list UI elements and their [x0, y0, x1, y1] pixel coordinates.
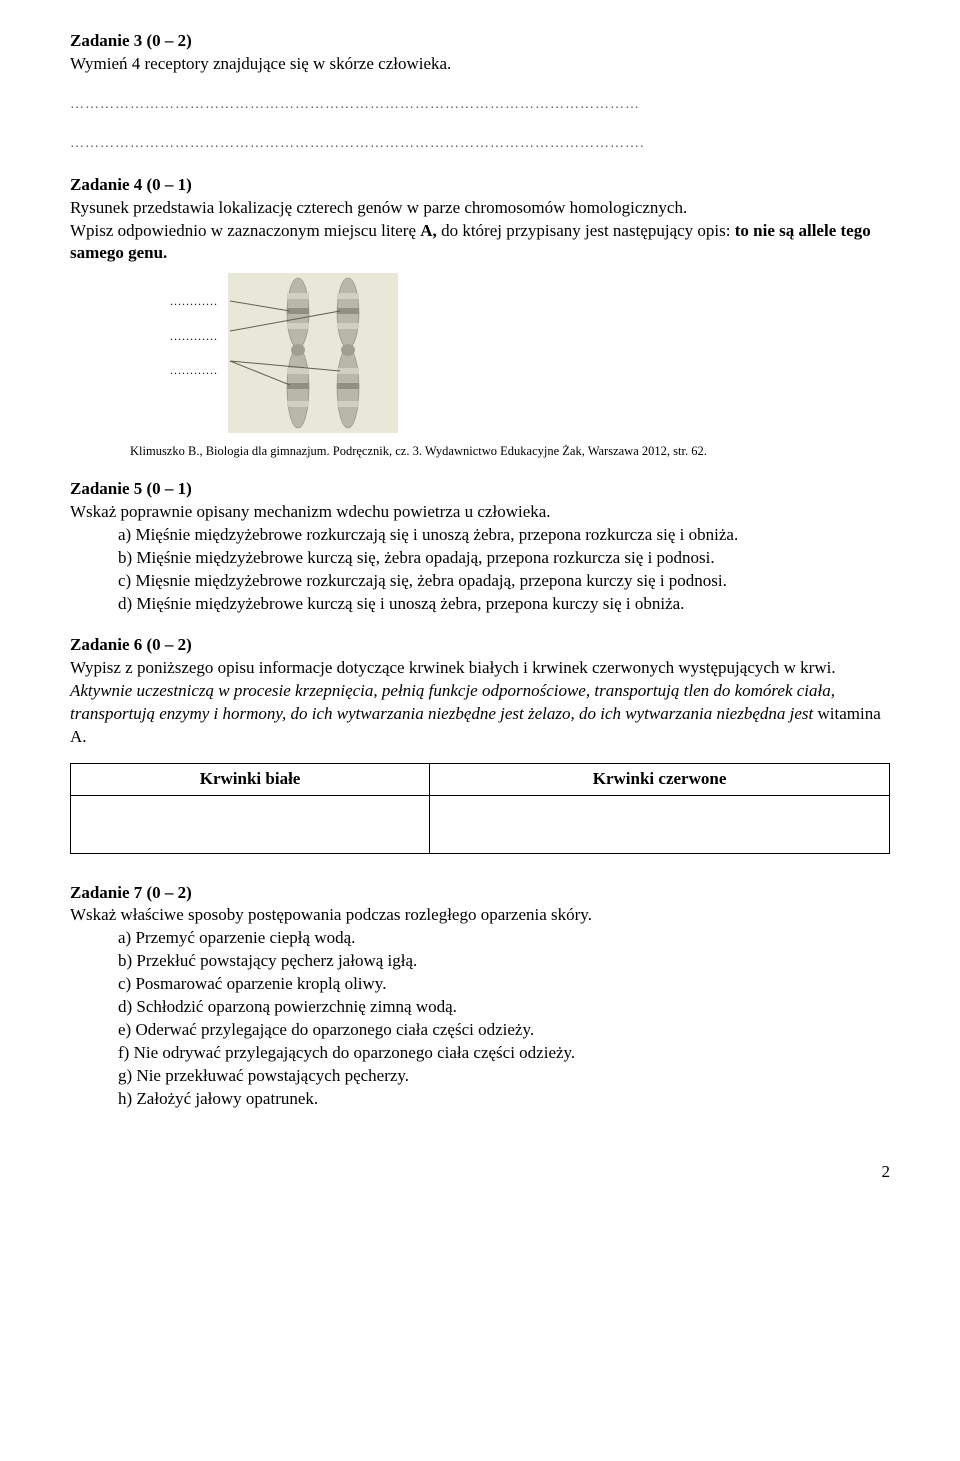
label-dot-2[interactable]: ............	[170, 328, 218, 344]
task-7-header: Zadanie 7 (0 – 2)	[70, 882, 890, 905]
task-7-text: Wskaż właściwe sposoby postępowania podc…	[70, 904, 890, 927]
chromosome-diagram-area: ............ ............ ............	[170, 273, 890, 433]
task-7-option-h[interactable]: h) Założyć jałowy opatrunek.	[118, 1088, 890, 1111]
task-7-options: a) Przemyć oparzenie ciepłą wodą. b) Prz…	[70, 927, 890, 1111]
task-4-citation: Klimuszko B., Biologia dla gimnazjum. Po…	[130, 443, 890, 460]
task-6-header: Zadanie 6 (0 – 2)	[70, 634, 890, 657]
task-4-line2-bold: A,	[420, 221, 441, 240]
task-6: Zadanie 6 (0 – 2) Wypisz z poniższego op…	[70, 634, 890, 854]
task-7-option-c[interactable]: c) Posmarować oparzenie kroplą oliwy.	[118, 973, 890, 996]
task-3: Zadanie 3 (0 – 2) Wymień 4 receptory zna…	[70, 30, 890, 76]
task-5-option-b[interactable]: b) Mięśnie międzyżebrowe kurczą się, żeb…	[118, 547, 890, 570]
task-4-header: Zadanie 4 (0 – 1)	[70, 174, 890, 197]
task-5-options: a) Mięśnie międzyżebrowe rozkurczają się…	[70, 524, 890, 616]
task-7-option-e[interactable]: e) Oderwać przylegające do oparzonego ci…	[118, 1019, 890, 1042]
task-5-header: Zadanie 5 (0 – 1)	[70, 478, 890, 501]
task-7: Zadanie 7 (0 – 2) Wskaż właściwe sposoby…	[70, 882, 890, 1111]
table-cell-white[interactable]	[71, 795, 430, 853]
answer-line-1[interactable]: ……………………………………………………………………………………………………	[70, 96, 890, 115]
label-dot-1[interactable]: ............	[170, 293, 218, 309]
task-3-text: Wymień 4 receptory znajdujące się w skór…	[70, 53, 890, 76]
task-4-line2-post: do której przypisany jest następujący op…	[441, 221, 735, 240]
task-6-line1: Wypisz z poniższego opisu informacje dot…	[70, 657, 890, 680]
table-header-red: Krwinki czerwone	[430, 763, 890, 795]
chromosome-labels: ............ ............ ............	[170, 273, 228, 396]
task-5-option-a[interactable]: a) Mięśnie międzyżebrowe rozkurczają się…	[118, 524, 890, 547]
task-5-text: Wskaż poprawnie opisany mechanizm wdechu…	[70, 501, 890, 524]
task-7-option-g[interactable]: g) Nie przekłuwać powstających pęcherzy.	[118, 1065, 890, 1088]
task-3-header: Zadanie 3 (0 – 2)	[70, 30, 890, 53]
chromosome-diagram	[228, 273, 398, 433]
page-number: 2	[70, 1161, 890, 1184]
task-4-line1: Rysunek przedstawia lokalizację czterech…	[70, 197, 890, 220]
task-5: Zadanie 5 (0 – 1) Wskaż poprawnie opisan…	[70, 478, 890, 616]
task-6-italic: Aktywnie uczestniczą w procesie krzepnię…	[70, 680, 890, 749]
answer-line-2[interactable]: …………………………………………………………………………………………………….	[70, 135, 890, 154]
task-5-option-d[interactable]: d) Mięśnie międzyżebrowe kurczą się i un…	[118, 593, 890, 616]
label-dot-3[interactable]: ............	[170, 362, 218, 378]
task-4-line2: Wpisz odpowiednio w zaznaczonym miejscu …	[70, 220, 890, 266]
task-7-option-b[interactable]: b) Przekłuć powstający pęcherz jałową ig…	[118, 950, 890, 973]
task-6-italic-text: Aktywnie uczestniczą w procesie krzepnię…	[70, 681, 835, 723]
task-5-option-c[interactable]: c) Mięsnie międzyżebrowe rozkurczają się…	[118, 570, 890, 593]
task-4: Zadanie 4 (0 – 1) Rysunek przedstawia lo…	[70, 174, 890, 461]
task-4-line2-pre: Wpisz odpowiednio w zaznaczonym miejscu …	[70, 221, 420, 240]
task-7-option-d[interactable]: d) Schłodzić oparzoną powierzchnię zimną…	[118, 996, 890, 1019]
task-7-option-a[interactable]: a) Przemyć oparzenie ciepłą wodą.	[118, 927, 890, 950]
table-cell-red[interactable]	[430, 795, 890, 853]
task-7-option-f[interactable]: f) Nie odrywać przylegających do oparzon…	[118, 1042, 890, 1065]
table-header-white: Krwinki białe	[71, 763, 430, 795]
task-6-table: Krwinki białe Krwinki czerwone	[70, 763, 890, 854]
